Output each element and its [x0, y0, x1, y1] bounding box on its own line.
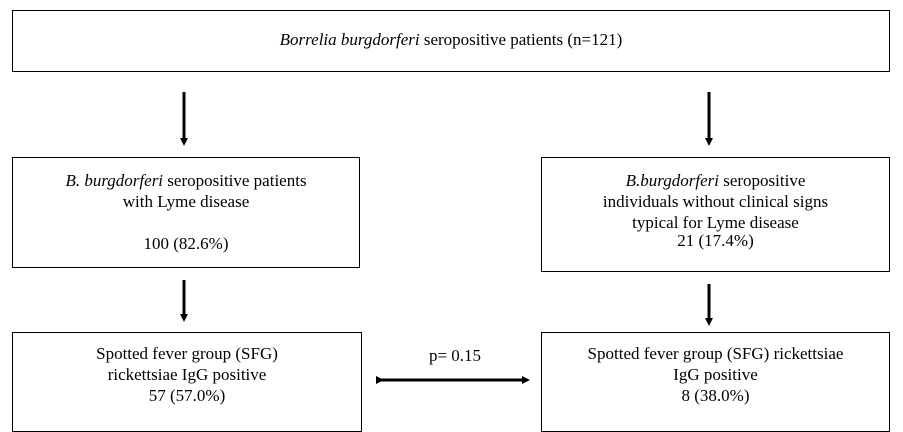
label-italic: B. burgdorferi — [65, 171, 164, 190]
label-italic: Borrelia burgdorferi — [279, 30, 420, 49]
label: IgG positive — [673, 365, 758, 384]
right-bottom-box: Spotted fever group (SFG) rickettsiae Ig… — [541, 332, 890, 432]
label: Spotted fever group (SFG) rickettsiae — [587, 344, 844, 363]
left-box: B. burgdorferi seropositive patients wit… — [12, 157, 360, 268]
left-bottom-box: Spotted fever group (SFG) rickettsiae Ig… — [12, 332, 362, 432]
label-italic: B.burgdorferi — [625, 171, 719, 190]
label: with Lyme disease — [122, 192, 250, 211]
diagram: Borrelia burgdorferi seropositive patien… — [12, 10, 890, 432]
label: rickettsiae IgG positive — [107, 365, 267, 384]
count: 100 (82.6%) — [143, 234, 229, 253]
label: individuals without clinical signs — [602, 192, 829, 211]
label: seropositive patients (n=121) — [423, 30, 623, 49]
count: 21 (17.4%) — [677, 231, 754, 250]
count: 57 (57.0%) — [148, 386, 226, 405]
root-box: Borrelia burgdorferi seropositive patien… — [12, 10, 890, 72]
label: Spotted fever group (SFG) — [96, 344, 278, 363]
arrows — [180, 92, 713, 384]
label: typical for Lyme disease — [632, 213, 799, 232]
label: seropositive patients — [167, 171, 307, 190]
label: seropositive — [723, 171, 806, 190]
count: 8 (38.0%) — [681, 386, 750, 405]
right-box: B.burgdorferi seropositive individuals w… — [541, 157, 890, 272]
p-value: p= 0.15 — [428, 346, 482, 365]
